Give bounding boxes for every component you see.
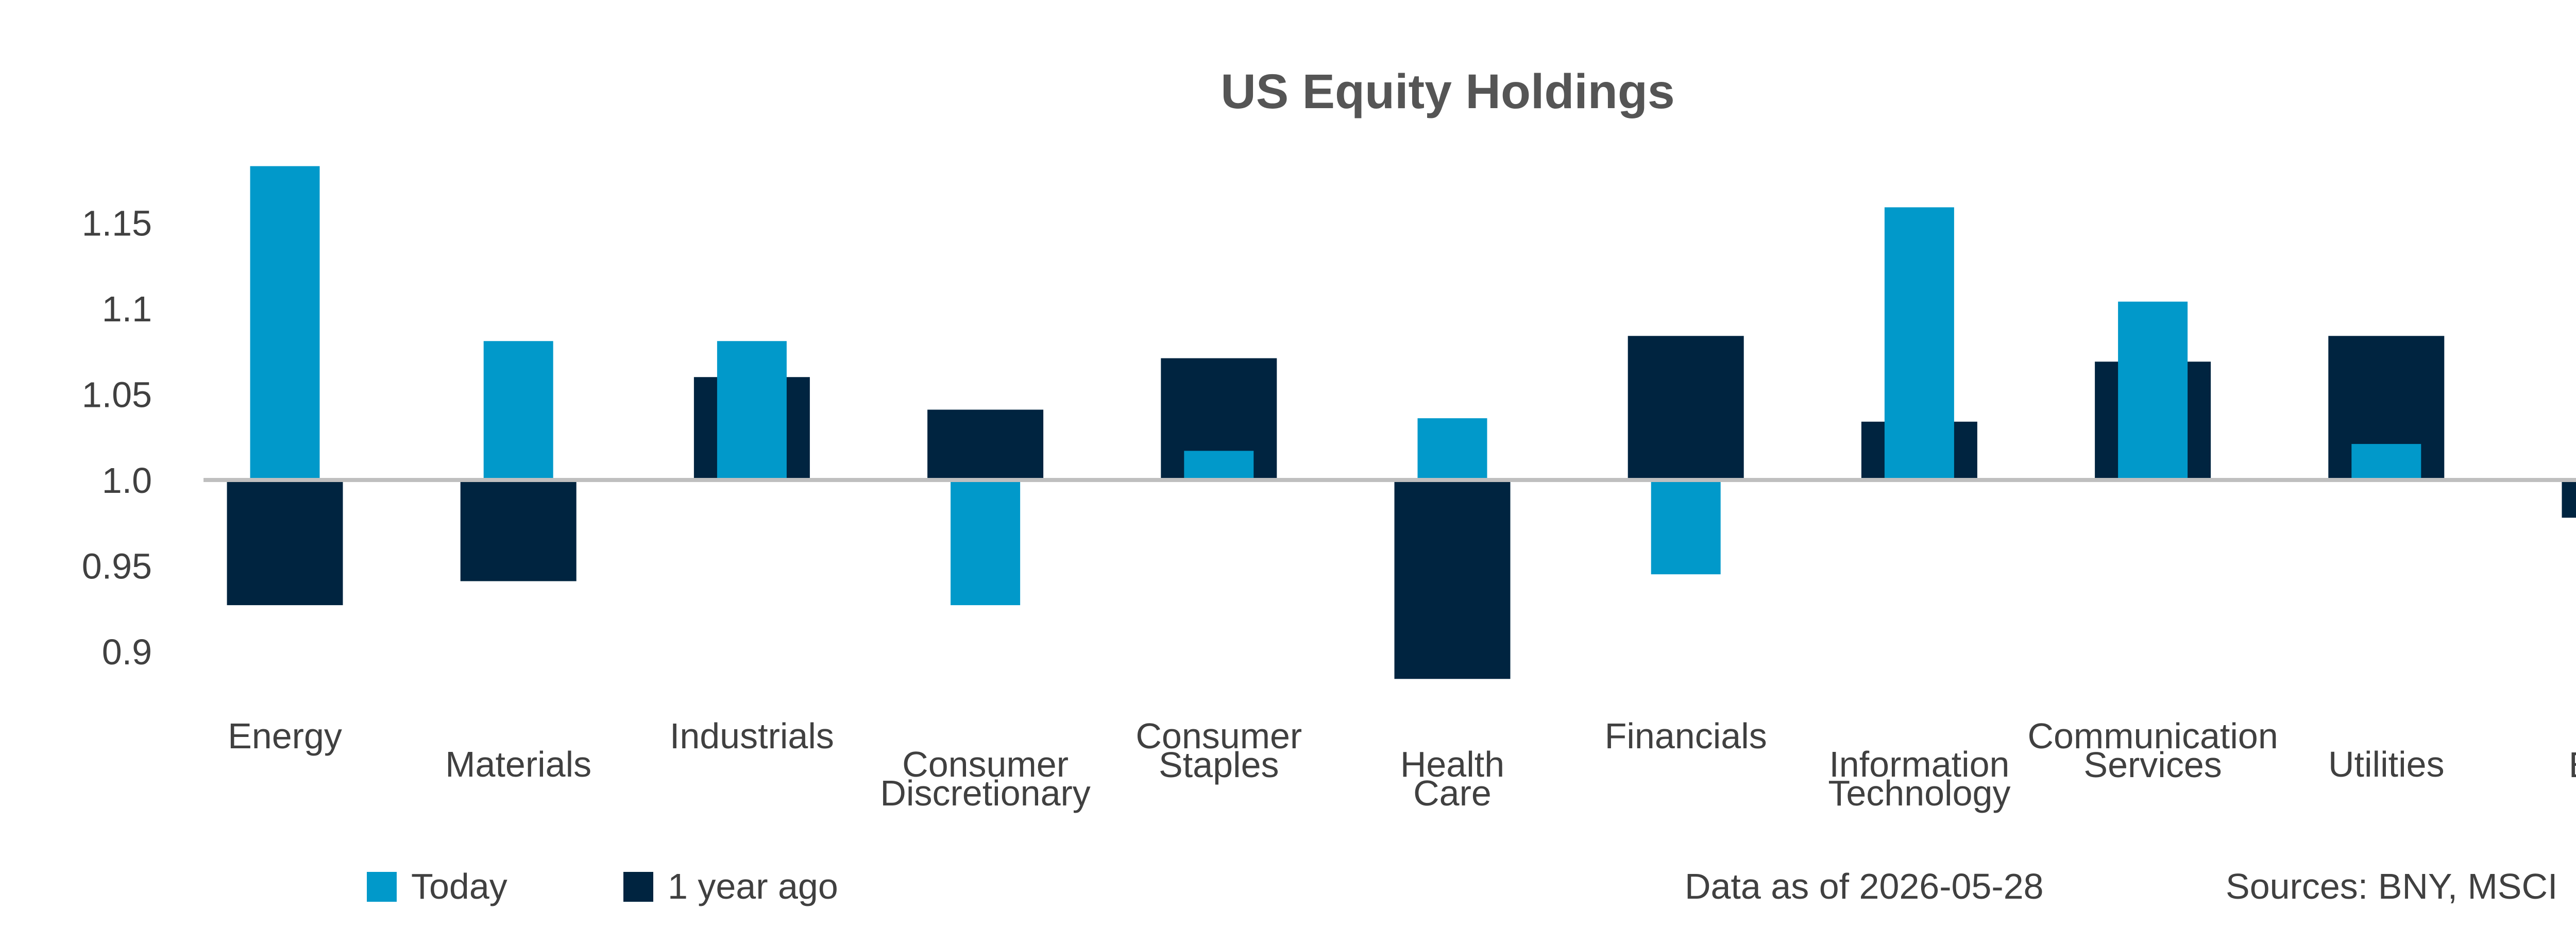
chart-title: US Equity Holdings xyxy=(1221,64,1674,119)
x-tick-label-line: Information xyxy=(1829,744,2009,784)
y-tick-label: 1.1 xyxy=(102,289,152,329)
y-tick-label: 1.0 xyxy=(102,460,152,501)
x-axis: EnergyMaterialsIndustrialsConsumerDiscre… xyxy=(228,716,2576,813)
legend-swatch-1-year-ago xyxy=(623,872,653,902)
bar-today xyxy=(951,480,1021,606)
y-tick-label: 0.95 xyxy=(82,546,152,587)
bar-today xyxy=(2351,444,2421,480)
x-tick-label: Financials xyxy=(1605,716,1767,756)
bar-today xyxy=(2118,301,2188,480)
bar-today xyxy=(250,166,320,480)
x-tick-label-line: Technology xyxy=(1828,773,2010,813)
y-tick-label: 1.15 xyxy=(82,203,152,244)
y-axis: 0.9 0.95 1.0 1.05 1.1 1.15 xyxy=(82,203,152,673)
y-tick-label: 0.9 xyxy=(102,632,152,672)
sources-note: Sources: BNY, MSCI xyxy=(2226,866,2558,906)
legend-swatch-today xyxy=(367,872,397,902)
bar-1-year-ago xyxy=(2562,480,2576,518)
x-tick-label-line: Financials xyxy=(1605,716,1767,756)
x-tick-label-line: Discretionary xyxy=(880,773,1090,813)
x-tick-label-line: Services xyxy=(2083,745,2222,785)
x-tick-label-line: Consumer xyxy=(902,744,1069,784)
bar-today xyxy=(1184,451,1254,480)
x-tick-label: Materials xyxy=(445,744,591,784)
x-tick-label-line: Staples xyxy=(1159,745,1279,785)
x-tick-label-line: Industrials xyxy=(670,716,834,756)
bar-1-year-ago xyxy=(460,480,577,581)
bar-today xyxy=(717,341,787,480)
bar-1-year-ago xyxy=(227,480,343,606)
legend-label-1-year-ago: 1 year ago xyxy=(668,866,838,906)
bar-today xyxy=(483,341,553,480)
x-tick-label-line: Energy xyxy=(228,716,342,756)
bar-1-year-ago xyxy=(927,409,1044,480)
x-tick-label-line: Care xyxy=(1413,773,1492,813)
data-as-of-note: Data as of 2026-05-28 xyxy=(1685,866,2044,906)
bar-today xyxy=(1417,418,1487,480)
x-tick-label-line: Health xyxy=(1400,744,1504,784)
x-tick-label: Utilities xyxy=(2328,744,2445,784)
bars xyxy=(227,166,2576,679)
x-tick-label: Energy xyxy=(228,716,342,756)
bar-today xyxy=(1651,480,1721,575)
bar-1-year-ago xyxy=(1394,480,1511,679)
x-tick-label-line: Consumer xyxy=(1136,716,1302,756)
bar-1-year-ago xyxy=(1628,336,1744,480)
x-tick-label-line: Estate xyxy=(2569,745,2576,785)
x-tick-label-line: Materials xyxy=(445,744,591,784)
legend: Today 1 year ago xyxy=(367,866,838,906)
x-tick-label-line: Utilities xyxy=(2328,744,2445,784)
legend-label-today: Today xyxy=(411,866,507,906)
x-tick-label: RealEstate xyxy=(2569,745,2576,785)
x-tick-label-line: Communication xyxy=(2027,716,2278,756)
bar-today xyxy=(1884,207,1954,480)
x-tick-label: Industrials xyxy=(670,716,834,756)
y-tick-label: 1.05 xyxy=(82,375,152,415)
